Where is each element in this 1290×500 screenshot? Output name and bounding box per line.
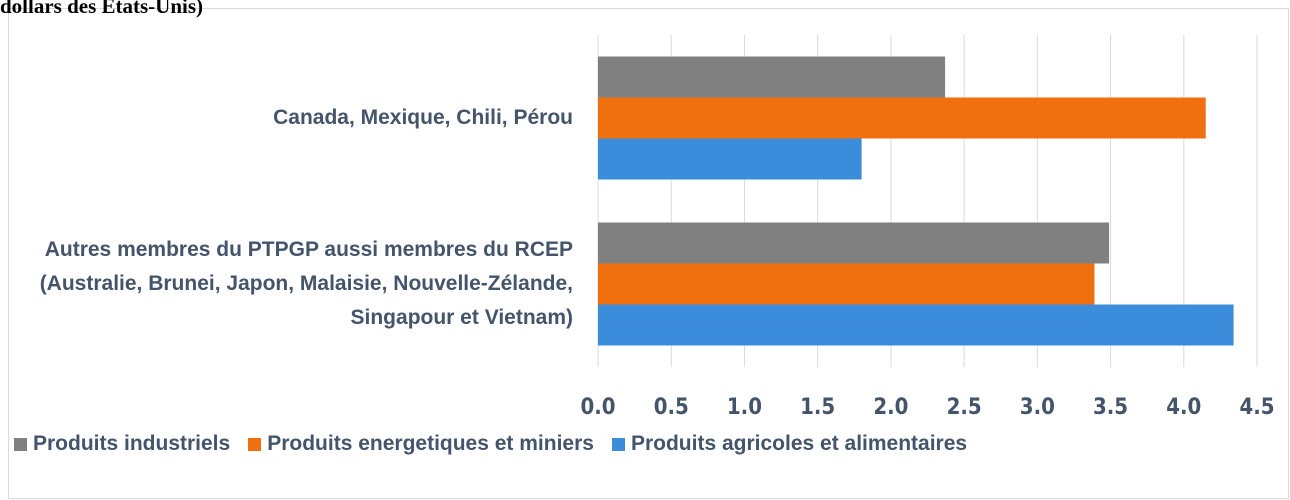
bar [598,56,946,98]
bar [598,138,862,180]
bar [598,263,1095,305]
legend-swatch [14,437,27,451]
category-label: Autres membres du PTPGP aussi membres du… [39,238,573,329]
legend-label: Produits energetiques et miniers [267,432,594,455]
category-label: Canada, Mexique, Chili, Pérou [273,106,573,129]
chart-title: dollars des États-Unis) [0,0,204,18]
legend-item: Produits agricoles et alimentaires [611,432,968,456]
chart-frame [8,8,1289,499]
legend-label: Produits industriels [33,432,231,455]
bar [598,304,1234,346]
legend-item: Produits energetiques et miniers [248,432,594,456]
legend-swatch [248,437,262,451]
x-tick-label: 3.5 [1093,395,1128,420]
x-tick-label: 0.5 [654,395,689,420]
x-tick-label: 3.0 [1020,395,1055,420]
x-tick-label: 4.0 [1166,395,1201,420]
x-tick-label: 2.5 [947,395,982,420]
x-tick-label: 1.0 [727,395,762,420]
x-tick-label: 4.5 [1239,395,1274,420]
bar [598,222,1110,264]
x-tick-label: 2.0 [873,395,908,420]
legend: Produits industriels Produits energetique… [14,432,967,456]
bar [598,97,1206,139]
legend-label: Produits agricoles et alimentaires [630,432,968,455]
x-tick-label: 0.0 [580,395,615,420]
x-tick-label: 1.5 [800,395,835,420]
legend-swatch [611,437,625,451]
legend-item: Produits industriels [14,432,230,456]
